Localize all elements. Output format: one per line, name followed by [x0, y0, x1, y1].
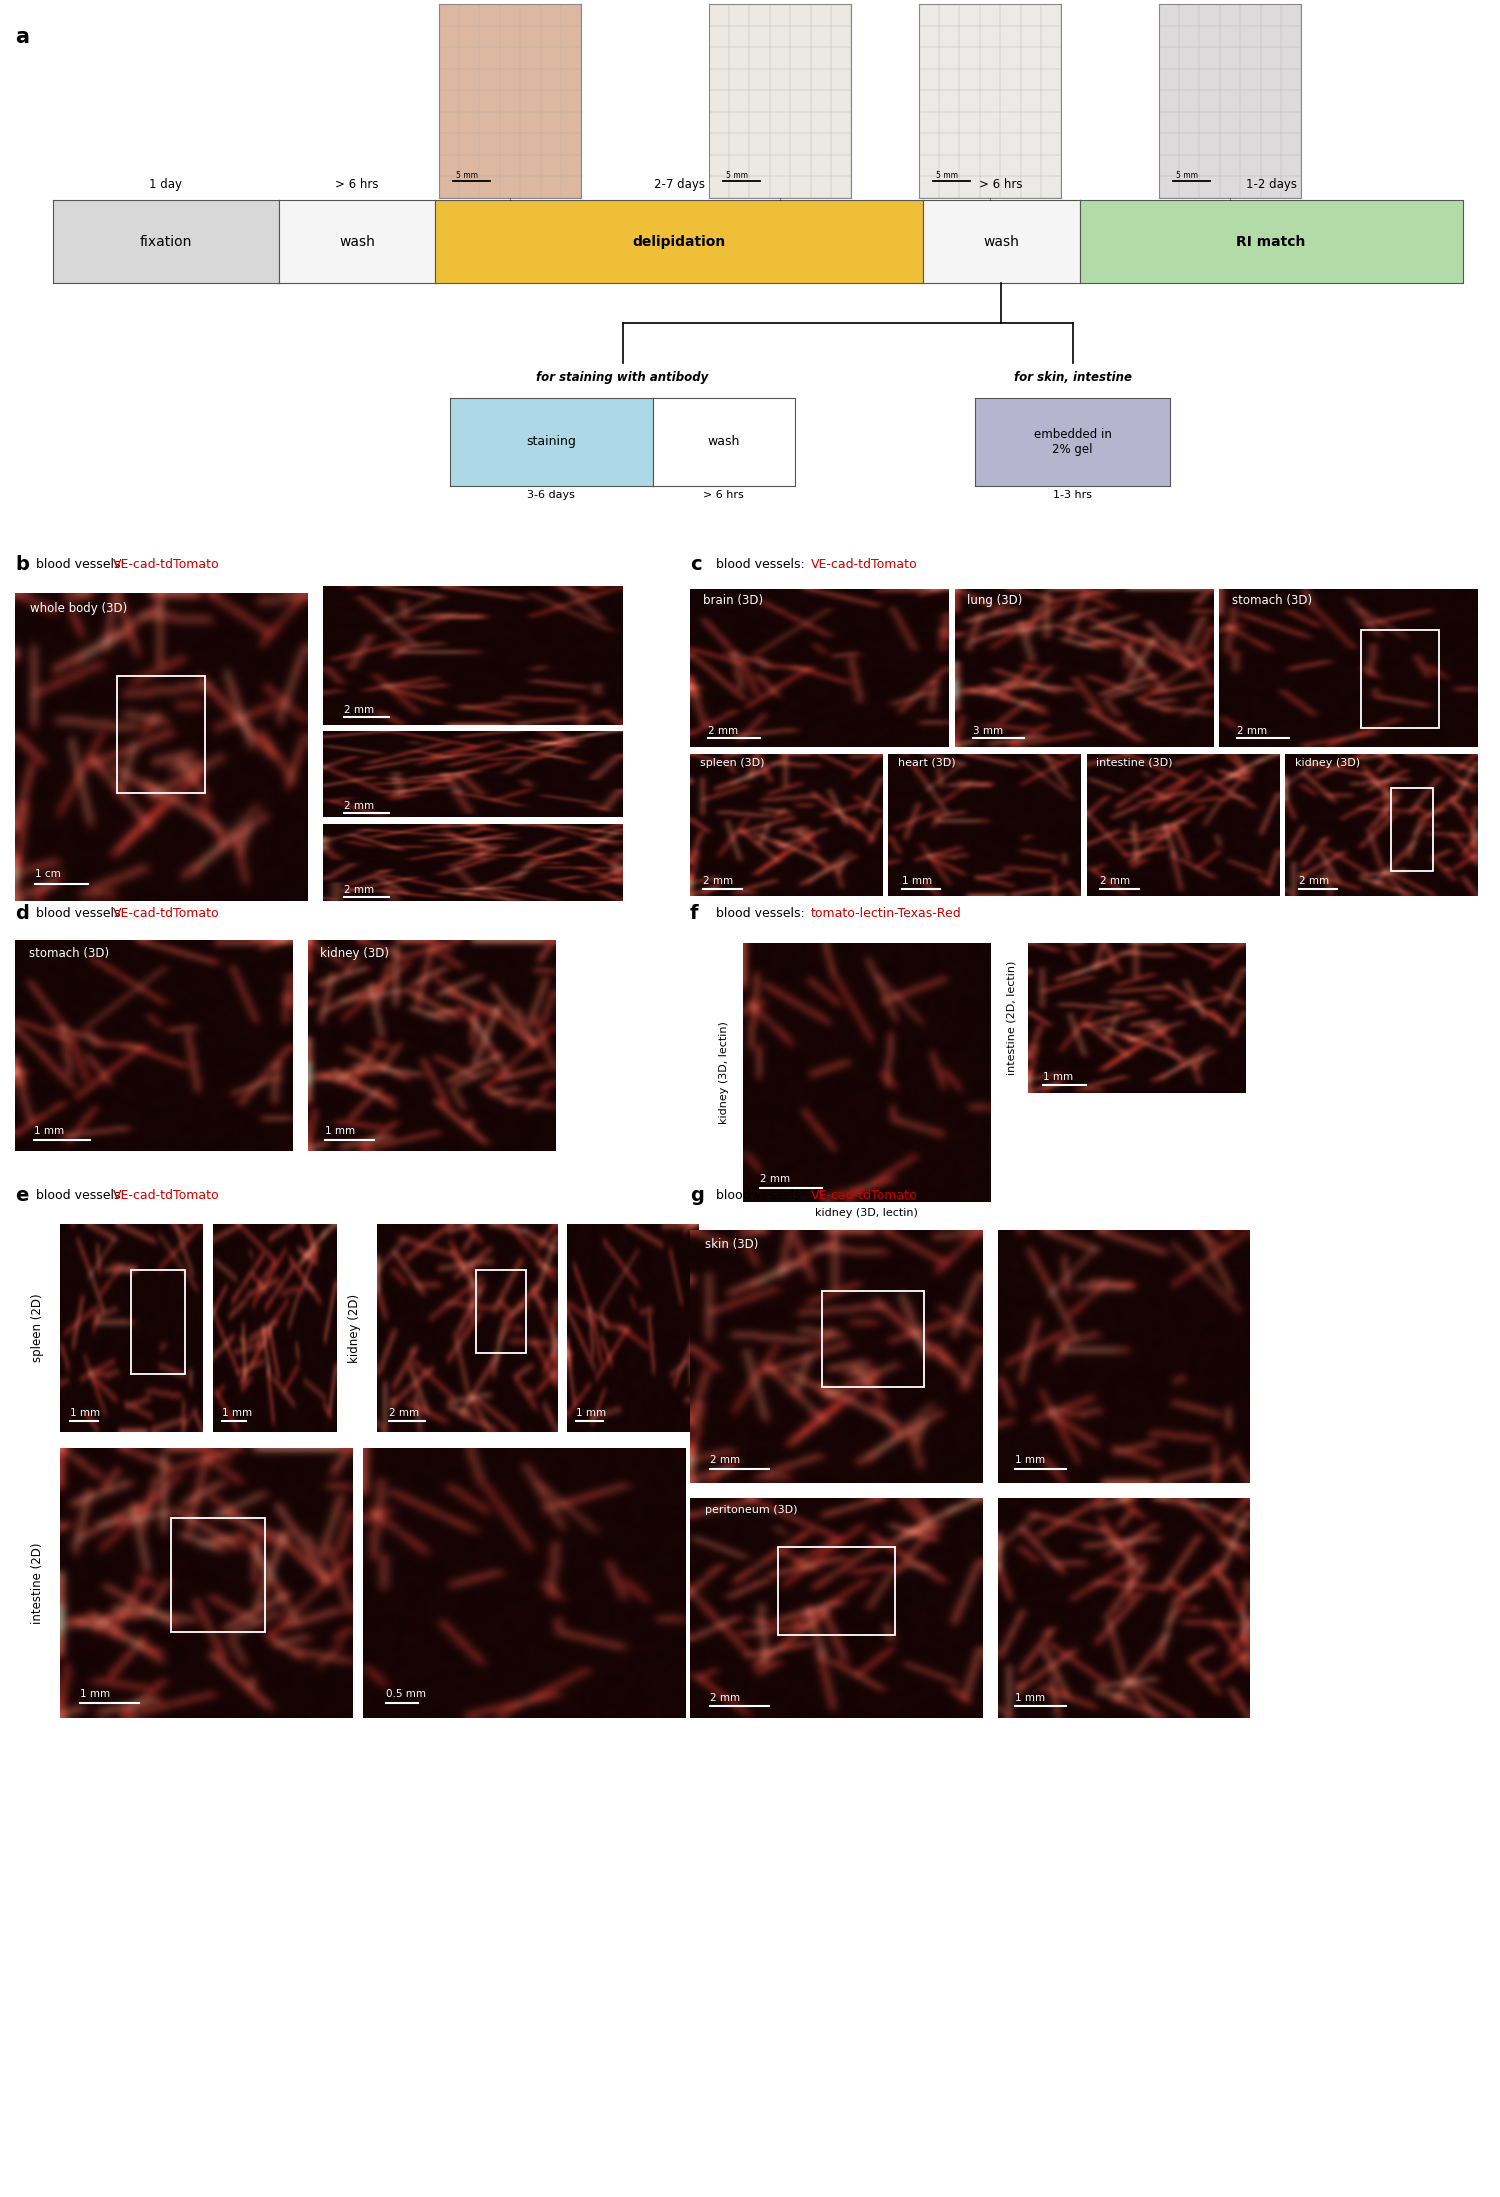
Text: kidney (3D): kidney (3D) — [320, 947, 388, 960]
Text: blood vessels:: blood vessels: — [716, 1189, 809, 1202]
Bar — [822, 1292, 924, 1386]
Text: f: f — [690, 905, 699, 923]
Text: RI match: RI match — [1236, 235, 1305, 248]
Text: for skin, intestine: for skin, intestine — [1014, 371, 1131, 384]
Text: > 6 hrs: > 6 hrs — [336, 178, 380, 191]
Text: 2 mm: 2 mm — [344, 885, 374, 896]
Text: 2 mm: 2 mm — [388, 1408, 418, 1417]
Text: 1 day: 1 day — [148, 178, 182, 191]
Text: 2 mm: 2 mm — [1100, 877, 1131, 885]
Bar — [476, 1270, 526, 1353]
Text: for staining with antibody: for staining with antibody — [537, 371, 708, 384]
Text: lung (3D): lung (3D) — [968, 593, 1023, 606]
Text: 5 mm: 5 mm — [1176, 171, 1198, 180]
Text: > 6 hrs: > 6 hrs — [980, 178, 1023, 191]
Text: blood vessels:: blood vessels: — [716, 558, 809, 571]
Text: wash: wash — [708, 435, 740, 448]
Text: 1 mm: 1 mm — [902, 877, 932, 885]
Text: 2 mm: 2 mm — [704, 877, 734, 885]
Text: whole body (3D): whole body (3D) — [30, 602, 128, 615]
Text: staining: staining — [526, 435, 576, 448]
Text: heart (3D): heart (3D) — [898, 758, 956, 769]
Text: 1 mm: 1 mm — [1016, 1454, 1046, 1465]
Text: skin (3D): skin (3D) — [705, 1237, 758, 1250]
Text: 1-3 hrs: 1-3 hrs — [1053, 490, 1092, 501]
Text: 2 mm: 2 mm — [1238, 725, 1268, 736]
Text: tomato-lectin-Texas-Red: tomato-lectin-Texas-Red — [810, 907, 962, 921]
Text: peritoneum (3D): peritoneum (3D) — [705, 1505, 797, 1516]
Bar — [171, 1518, 264, 1632]
Text: > 6 hrs: > 6 hrs — [704, 490, 744, 501]
Text: 5 mm: 5 mm — [456, 171, 478, 180]
Text: stomach (3D): stomach (3D) — [28, 947, 109, 960]
Bar — [1360, 631, 1438, 727]
Text: blood vessels:: blood vessels: — [716, 907, 809, 921]
Text: kidney (3D, lectin): kidney (3D, lectin) — [815, 1208, 918, 1219]
Bar — [1390, 789, 1434, 870]
Text: delipidation: delipidation — [633, 235, 726, 248]
Text: 1 mm: 1 mm — [576, 1408, 606, 1417]
Text: 3-6 days: 3-6 days — [528, 490, 574, 501]
Text: embedded in
2% gel: embedded in 2% gel — [1034, 428, 1112, 455]
Text: e: e — [15, 1186, 28, 1204]
Text: VE-cad-tdTomato: VE-cad-tdTomato — [114, 558, 220, 571]
Text: g: g — [690, 1186, 703, 1204]
Bar — [117, 677, 206, 793]
Text: 2 mm: 2 mm — [760, 1173, 790, 1184]
Bar — [777, 1547, 894, 1635]
Text: 0.5 mm: 0.5 mm — [386, 1689, 426, 1698]
Text: intestine (2D, lectin): intestine (2D, lectin) — [1007, 960, 1016, 1074]
Text: wash: wash — [984, 235, 1018, 248]
Text: spleen (3D): spleen (3D) — [699, 758, 764, 769]
Text: fixation: fixation — [140, 235, 192, 248]
Text: 1 mm: 1 mm — [326, 1127, 356, 1136]
Text: blood vessels:: blood vessels: — [36, 1189, 129, 1202]
Text: wash: wash — [339, 235, 375, 248]
Text: 2 mm: 2 mm — [344, 802, 374, 811]
Text: intestine (3D): intestine (3D) — [1096, 758, 1173, 769]
Text: VE-cad-tdTomato: VE-cad-tdTomato — [810, 558, 918, 571]
Text: kidney (3D, lectin): kidney (3D, lectin) — [718, 1022, 729, 1123]
Text: VE-cad-tdTomato: VE-cad-tdTomato — [810, 1189, 918, 1202]
Text: 1 cm: 1 cm — [36, 870, 62, 879]
Text: 2 mm: 2 mm — [708, 725, 738, 736]
Text: blood vessels:: blood vessels: — [36, 907, 129, 921]
Text: c: c — [690, 556, 702, 573]
Text: 1 mm: 1 mm — [34, 1127, 64, 1136]
Text: 2 mm: 2 mm — [711, 1454, 741, 1465]
Text: a: a — [15, 26, 28, 48]
Text: 5 mm: 5 mm — [726, 171, 748, 180]
Text: kidney (3D): kidney (3D) — [1294, 758, 1360, 769]
Text: VE-cad-tdTomato: VE-cad-tdTomato — [114, 1189, 220, 1202]
Text: 1 mm: 1 mm — [222, 1408, 252, 1417]
Text: 1 mm: 1 mm — [1016, 1692, 1046, 1703]
Bar — [132, 1270, 186, 1373]
Text: kidney (2D): kidney (2D) — [348, 1294, 360, 1362]
Text: stomach (3D): stomach (3D) — [1232, 593, 1312, 606]
Text: spleen (2D): spleen (2D) — [32, 1294, 44, 1362]
Text: 2 mm: 2 mm — [1299, 877, 1329, 885]
Text: 1 mm: 1 mm — [1042, 1072, 1072, 1083]
Text: intestine (2D): intestine (2D) — [32, 1542, 44, 1624]
Text: d: d — [15, 905, 28, 923]
Text: 1 mm: 1 mm — [70, 1408, 100, 1417]
Text: 2 mm: 2 mm — [711, 1692, 741, 1703]
Text: 2 mm: 2 mm — [344, 705, 374, 714]
Text: 1-2 days: 1-2 days — [1245, 178, 1296, 191]
Text: brain (3D): brain (3D) — [704, 593, 764, 606]
Text: 3 mm: 3 mm — [972, 725, 1002, 736]
Text: b: b — [15, 556, 28, 573]
Text: 1 mm: 1 mm — [81, 1689, 111, 1698]
Text: 2-7 days: 2-7 days — [654, 178, 705, 191]
Text: VE-cad-tdTomato: VE-cad-tdTomato — [114, 907, 220, 921]
Text: 5 mm: 5 mm — [936, 171, 958, 180]
Text: blood vessels:: blood vessels: — [36, 558, 129, 571]
